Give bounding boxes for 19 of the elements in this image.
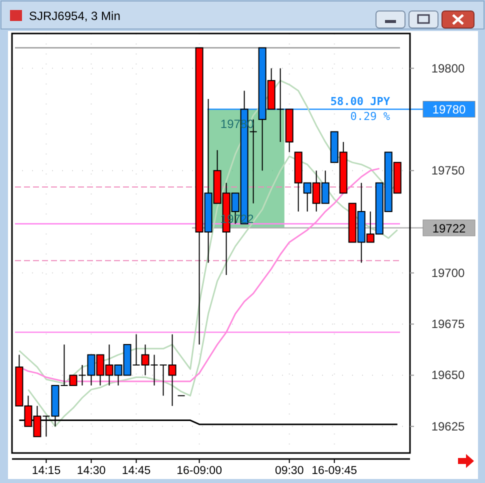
y-tick-label: 19700	[431, 266, 466, 280]
x-tick-label: 09:30	[274, 465, 304, 477]
ref-line-label: 19780	[432, 102, 466, 117]
annotation: 58.00 JPY	[330, 95, 390, 108]
annotation: 19722	[220, 212, 254, 226]
chart-title: SJRJ6954, 3 Min	[29, 9, 120, 23]
y-tick-label: 19800	[431, 61, 466, 76]
y-tick-label: 19675	[431, 317, 466, 332]
y-tick-label: 19750	[431, 164, 466, 178]
line-series	[27, 156, 398, 428]
x-tick-label: 14:30	[76, 465, 106, 477]
y-tick-label: 19650	[431, 368, 466, 382]
annotation: 0.29 %	[350, 110, 390, 124]
y-tick-label: 19625	[431, 419, 466, 434]
x-tick-label: 14:45	[122, 465, 151, 477]
x-tick-label: 16-09:45	[312, 465, 358, 477]
x-tick-label: 16-09:00	[176, 465, 222, 477]
x-tick-label: 14:15	[32, 465, 61, 477]
ref-line-label: 19722	[432, 221, 466, 236]
